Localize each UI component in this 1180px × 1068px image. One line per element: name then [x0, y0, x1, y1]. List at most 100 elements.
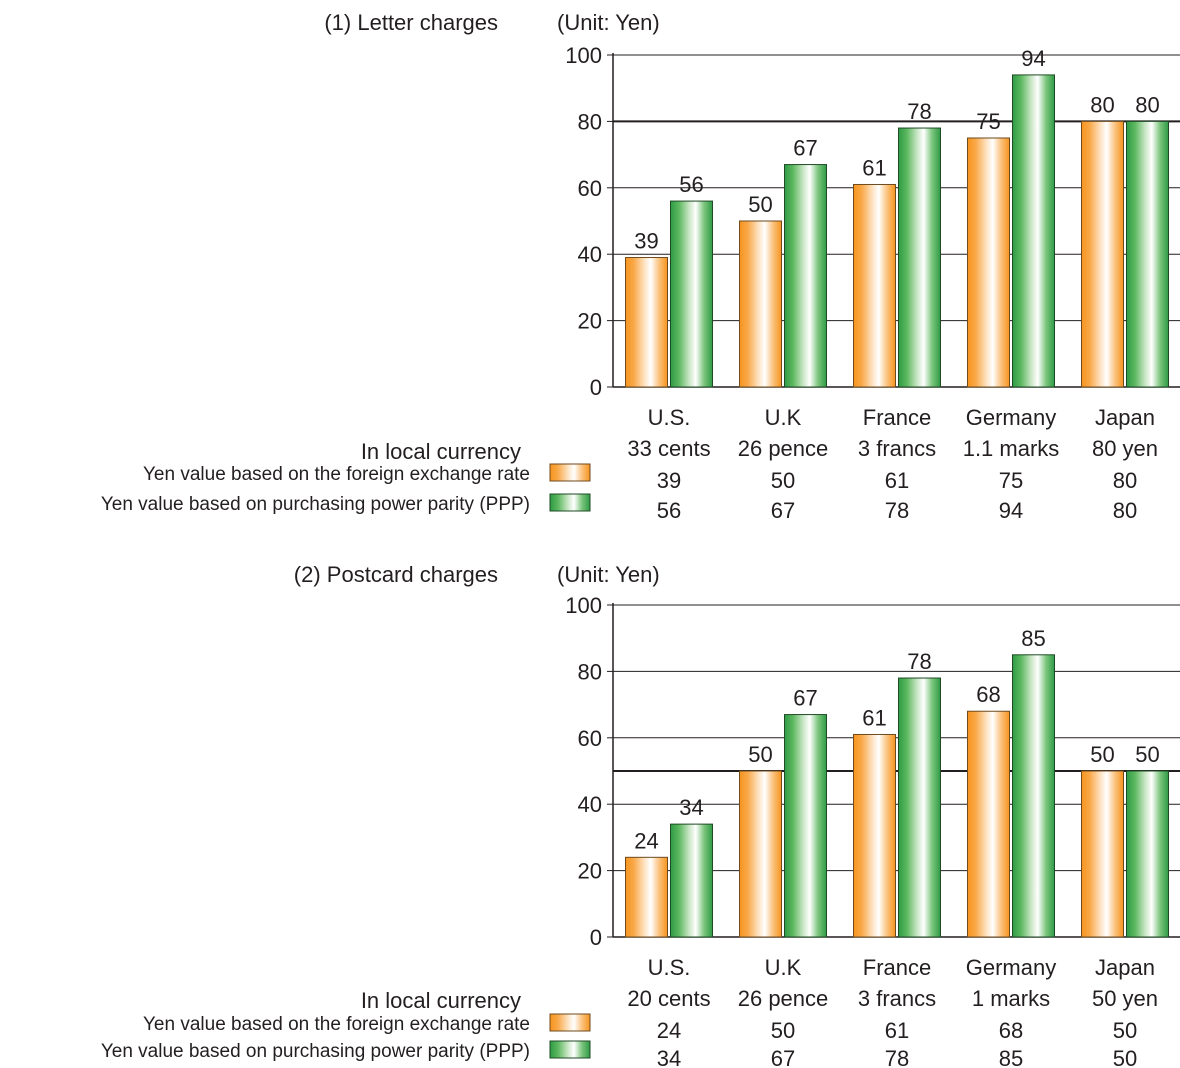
- bar-ppp: [784, 164, 827, 388]
- local-currency-value: 1 marks: [972, 986, 1050, 1011]
- data-label: 56: [679, 172, 703, 197]
- bar-exchange-rate: [625, 257, 668, 388]
- data-label: 67: [793, 686, 817, 711]
- bar-ppp: [784, 714, 827, 938]
- bar-ppp: [670, 823, 713, 938]
- local-currency-value: 3 francs: [858, 436, 936, 461]
- table-ppp-value: 85: [999, 1046, 1023, 1068]
- table-ppp-value: 50: [1113, 1046, 1137, 1068]
- y-tick-label: 60: [578, 726, 602, 751]
- data-label: 61: [862, 155, 886, 180]
- legend-label-exchange-rate: Yen value based on the foreign exchange …: [143, 464, 530, 485]
- legend-swatch-exchange-rate: [549, 1013, 591, 1032]
- bar-exchange-rate: [739, 220, 782, 388]
- local-currency-value: 33 cents: [627, 436, 710, 461]
- bar-ppp: [1126, 120, 1169, 388]
- table-ppp-value: 34: [657, 1046, 681, 1068]
- legend-label-ppp: Yen value based on purchasing power pari…: [101, 1041, 530, 1062]
- bar-ppp: [898, 677, 941, 938]
- table-exchange-rate-value: 68: [999, 1018, 1023, 1043]
- y-tick-label: 20: [578, 859, 602, 884]
- data-label: 50: [1090, 742, 1114, 767]
- chart-title: (1) Letter charges: [324, 10, 498, 35]
- data-label: 78: [907, 649, 931, 674]
- chart-title: (2) Postcard charges: [294, 562, 498, 587]
- legend-swatch-ppp: [549, 493, 591, 512]
- data-label: 85: [1021, 626, 1045, 651]
- y-tick-label: 80: [578, 659, 602, 684]
- table-ppp-value: 67: [771, 498, 795, 523]
- data-label: 67: [793, 136, 817, 161]
- bar-ppp: [670, 200, 713, 388]
- category-label: Japan: [1095, 405, 1155, 430]
- table-ppp-value: 78: [885, 498, 909, 523]
- data-label: 61: [862, 705, 886, 730]
- local-currency-value: 1.1 marks: [963, 436, 1060, 461]
- legend-label-ppp: Yen value based on purchasing power pari…: [101, 494, 530, 515]
- chart-2: (2) Postcard charges (Unit: Yen) 0 20 40 60 80…: [101, 562, 1180, 1068]
- table-exchange-rate-value: 50: [771, 468, 795, 493]
- table-ppp-value: 80: [1113, 498, 1137, 523]
- y-tick-label: 100: [565, 593, 602, 618]
- unit-label: (Unit: Yen): [557, 10, 660, 35]
- local-currency-value: 26 pence: [738, 986, 829, 1011]
- legend-label-exchange-rate: Yen value based on the foreign exchange …: [143, 1014, 530, 1035]
- table-exchange-rate-value: 24: [657, 1018, 681, 1043]
- data-label: 80: [1135, 92, 1159, 117]
- data-label: 50: [1135, 742, 1159, 767]
- category-label: U.K: [765, 405, 802, 430]
- y-tick-label: 80: [578, 109, 602, 134]
- y-tick-label: 0: [590, 375, 602, 400]
- local-currency-value: 50 yen: [1092, 986, 1158, 1011]
- y-tick-label: 0: [590, 925, 602, 950]
- category-label: France: [863, 405, 931, 430]
- y-tick-label: 20: [578, 309, 602, 334]
- legend-swatch-ppp: [549, 1040, 591, 1059]
- table-exchange-rate-value: 39: [657, 468, 681, 493]
- bar-ppp: [1012, 654, 1055, 938]
- category-label: Germany: [966, 405, 1056, 430]
- table-exchange-rate-value: 75: [999, 468, 1023, 493]
- table-exchange-rate-value: 80: [1113, 468, 1137, 493]
- data-label: 39: [634, 229, 658, 254]
- table-ppp-value: 56: [657, 498, 681, 523]
- table-row-label: In local currency: [361, 439, 521, 464]
- data-label: 50: [748, 742, 772, 767]
- table-exchange-rate-value: 50: [1113, 1018, 1137, 1043]
- bar-exchange-rate: [853, 183, 896, 388]
- y-tick-label: 100: [565, 43, 602, 68]
- data-label: 78: [907, 99, 931, 124]
- local-currency-value: 26 pence: [738, 436, 829, 461]
- data-label: 80: [1090, 92, 1114, 117]
- bar-exchange-rate: [625, 856, 668, 938]
- legend-swatch-exchange-rate: [549, 463, 591, 482]
- data-label: 50: [748, 192, 772, 217]
- y-tick-label: 40: [578, 242, 602, 267]
- bar-exchange-rate: [1081, 120, 1124, 388]
- table-ppp-value: 78: [885, 1046, 909, 1068]
- data-label: 34: [679, 795, 703, 820]
- local-currency-value: 80 yen: [1092, 436, 1158, 461]
- category-label: U.S.: [648, 405, 691, 430]
- category-label: U.S.: [648, 955, 691, 980]
- table-row-label: In local currency: [361, 988, 521, 1013]
- table-ppp-value: 67: [771, 1046, 795, 1068]
- data-label: 75: [976, 109, 1000, 134]
- data-label: 68: [976, 682, 1000, 707]
- bar-exchange-rate: [739, 770, 782, 938]
- data-label: 24: [634, 828, 658, 853]
- bar-exchange-rate: [967, 137, 1010, 388]
- local-currency-value: 3 francs: [858, 986, 936, 1011]
- chart-1: (1) Letter charges (Unit: Yen) 0 20 40 60 80 10…: [101, 10, 1180, 523]
- category-label: Germany: [966, 955, 1056, 980]
- table-exchange-rate-value: 61: [885, 1018, 909, 1043]
- bar-ppp: [1126, 770, 1169, 938]
- category-label: U.K: [765, 955, 802, 980]
- unit-label: (Unit: Yen): [557, 562, 660, 587]
- local-currency-value: 20 cents: [627, 986, 710, 1011]
- table-exchange-rate-value: 50: [771, 1018, 795, 1043]
- y-tick-label: 60: [578, 176, 602, 201]
- table-ppp-value: 94: [999, 498, 1023, 523]
- bar-ppp: [1012, 74, 1055, 388]
